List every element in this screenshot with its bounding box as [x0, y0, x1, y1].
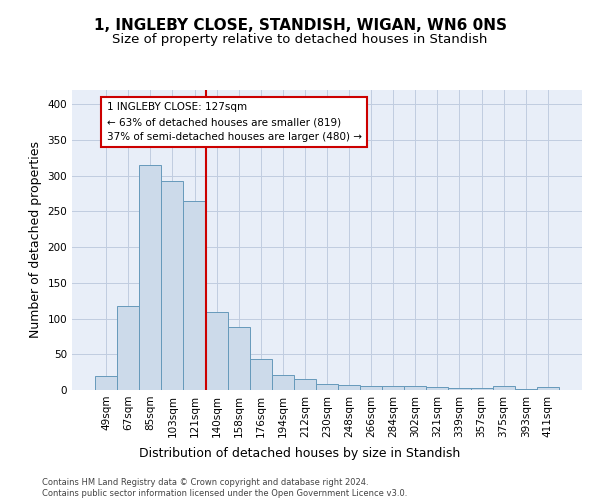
Bar — [272, 375, 294, 390]
Text: Contains HM Land Registry data © Crown copyright and database right 2024.
Contai: Contains HM Land Registry data © Crown c… — [42, 478, 407, 498]
Bar — [250, 358, 272, 390]
Bar — [493, 386, 515, 390]
Bar — [427, 387, 448, 390]
Bar — [382, 386, 404, 390]
Bar — [537, 387, 559, 390]
Bar — [139, 165, 161, 390]
Bar — [294, 378, 316, 390]
Bar — [161, 180, 184, 390]
Y-axis label: Number of detached properties: Number of detached properties — [29, 142, 42, 338]
Bar — [227, 327, 250, 390]
Bar — [316, 384, 338, 390]
Text: 1, INGLEBY CLOSE, STANDISH, WIGAN, WN6 0NS: 1, INGLEBY CLOSE, STANDISH, WIGAN, WN6 0… — [94, 18, 506, 32]
Bar — [470, 388, 493, 390]
Text: 1 INGLEBY CLOSE: 127sqm
← 63% of detached houses are smaller (819)
37% of semi-d: 1 INGLEBY CLOSE: 127sqm ← 63% of detache… — [107, 102, 362, 142]
Text: Size of property relative to detached houses in Standish: Size of property relative to detached ho… — [112, 32, 488, 46]
Bar — [95, 376, 117, 390]
Bar — [360, 386, 382, 390]
Text: Distribution of detached houses by size in Standish: Distribution of detached houses by size … — [139, 448, 461, 460]
Bar — [448, 388, 470, 390]
Bar — [184, 200, 206, 390]
Bar — [404, 386, 427, 390]
Bar — [338, 385, 360, 390]
Bar — [206, 312, 227, 390]
Bar — [117, 306, 139, 390]
